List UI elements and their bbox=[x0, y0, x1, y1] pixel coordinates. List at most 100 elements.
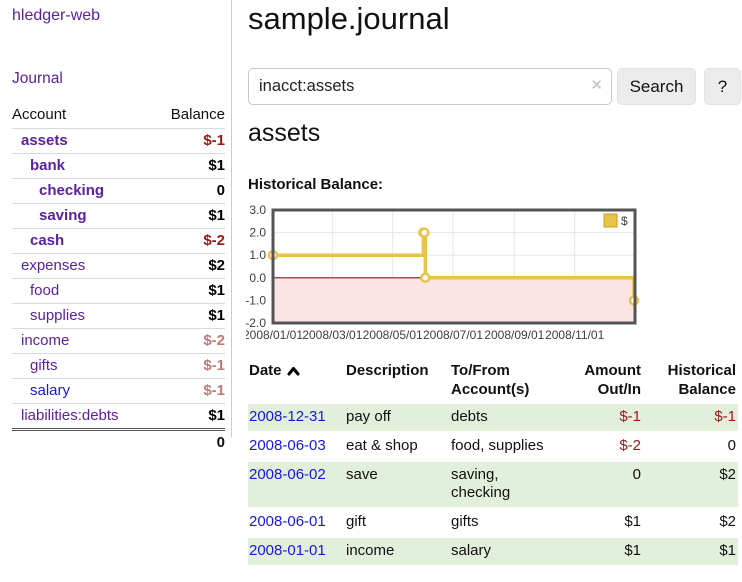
register-header-date[interactable]: Date bbox=[248, 361, 345, 404]
svg-text:2008/09/01: 2008/09/01 bbox=[484, 328, 544, 342]
svg-text:0.0: 0.0 bbox=[249, 271, 266, 285]
transaction-date-link[interactable]: 2008-06-03 bbox=[249, 437, 326, 454]
register-header-row: Date Description To/From Account(s) Amou… bbox=[248, 361, 738, 404]
chart-title: Historical Balance: bbox=[248, 176, 384, 193]
transaction-accounts: saving, checking bbox=[451, 466, 511, 501]
svg-text:2008/07/01: 2008/07/01 bbox=[423, 328, 483, 342]
account-balance: $1 bbox=[208, 282, 225, 299]
transaction-description: gift bbox=[346, 513, 367, 530]
svg-text:-1.0: -1.0 bbox=[246, 293, 266, 307]
account-link[interactable]: saving bbox=[39, 207, 87, 224]
account-balance: $2 bbox=[208, 257, 225, 274]
sort-ascending-icon bbox=[287, 367, 300, 376]
transaction-amount: $1 bbox=[624, 542, 641, 559]
account-balance: $-2 bbox=[203, 232, 225, 249]
account-row: saving $1 bbox=[12, 203, 225, 229]
register-table: Date Description To/From Account(s) Amou… bbox=[248, 361, 738, 567]
transaction-accounts: debts bbox=[451, 408, 488, 425]
accounts-total-balance: 0 bbox=[153, 428, 225, 455]
account-balance: $1 bbox=[208, 157, 225, 174]
sidebar-divider bbox=[231, 0, 232, 437]
account-row: liabilities:debts $1 bbox=[12, 403, 225, 430]
transaction-balance: 0 bbox=[727, 437, 736, 454]
legend-label: $ bbox=[621, 214, 628, 228]
account-link[interactable]: gifts bbox=[30, 357, 58, 374]
accounts-table: Account Balance assets $-1 bank $1 checking 0… bbox=[12, 103, 225, 455]
transaction-amount: $-2 bbox=[619, 437, 641, 454]
svg-text:2008/01/01: 2008/01/01 bbox=[246, 328, 303, 342]
account-row: gifts $-1 bbox=[12, 353, 225, 379]
svg-text:2.0: 2.0 bbox=[249, 226, 266, 240]
account-row: supplies $1 bbox=[12, 303, 225, 329]
transaction-date-link[interactable]: 2008-12-31 bbox=[249, 408, 326, 425]
account-row: food $1 bbox=[12, 278, 225, 304]
register-header-description: Description bbox=[346, 362, 429, 379]
account-link[interactable]: bank bbox=[30, 157, 66, 174]
account-row: assets $-1 bbox=[12, 128, 225, 154]
transaction-accounts: salary bbox=[451, 542, 492, 559]
accounts-header-account: Account bbox=[12, 106, 67, 123]
transaction-date-link[interactable]: 2008-01-01 bbox=[249, 542, 326, 559]
sidebar-item-journal[interactable]: Journal bbox=[12, 70, 63, 87]
transaction-balance: $2 bbox=[719, 466, 736, 483]
account-row: checking 0 bbox=[12, 178, 225, 204]
svg-text:-2.0: -2.0 bbox=[246, 316, 266, 330]
search-button[interactable]: Search bbox=[617, 68, 696, 105]
transaction-description: pay off bbox=[346, 408, 391, 425]
account-row: cash $-2 bbox=[12, 228, 225, 254]
svg-text:2008/03/01: 2008/03/01 bbox=[302, 328, 362, 342]
help-button[interactable]: ? bbox=[704, 68, 741, 105]
account-row: salary $-1 bbox=[12, 378, 225, 404]
brand-link[interactable]: hledger-web bbox=[12, 7, 101, 24]
register-header-accounts: To/From Account(s) bbox=[451, 362, 530, 398]
account-link[interactable]: liabilities:debts bbox=[21, 407, 119, 424]
account-balance: $-1 bbox=[203, 132, 225, 149]
register-row: 2008-01-01 income salary $1 $1 bbox=[248, 537, 738, 566]
svg-text:2008/05/01: 2008/05/01 bbox=[363, 328, 423, 342]
search-input[interactable] bbox=[248, 68, 612, 105]
account-link[interactable]: income bbox=[21, 332, 70, 349]
account-link[interactable]: checking bbox=[39, 182, 105, 199]
register-header-balance: Historical Balance bbox=[667, 362, 736, 398]
transaction-date-link[interactable]: 2008-06-02 bbox=[249, 466, 326, 483]
transaction-accounts: food, supplies bbox=[451, 437, 544, 454]
register-row: 2008-06-01 gift gifts $1 $2 bbox=[248, 508, 738, 537]
account-link[interactable]: cash bbox=[30, 232, 65, 249]
account-row: income $-2 bbox=[12, 328, 225, 354]
date-header-label: Date bbox=[249, 362, 282, 379]
transaction-description: eat & shop bbox=[346, 437, 418, 454]
transaction-amount: $-1 bbox=[619, 408, 641, 425]
transaction-amount: 0 bbox=[632, 466, 641, 483]
account-balance: $-1 bbox=[203, 382, 225, 399]
account-link[interactable]: assets bbox=[21, 132, 68, 149]
transaction-balance: $2 bbox=[719, 513, 736, 530]
transaction-balance: $-1 bbox=[714, 408, 736, 425]
legend-swatch bbox=[603, 213, 618, 228]
transaction-balance: $1 bbox=[719, 542, 736, 559]
account-title: assets bbox=[248, 119, 321, 147]
register-row: 2008-12-31 pay off debts $-1 $-1 bbox=[248, 404, 738, 432]
transaction-accounts: gifts bbox=[451, 513, 479, 530]
account-balance: $-2 bbox=[203, 332, 225, 349]
search-input-wrap: ✕ bbox=[248, 68, 612, 105]
account-link[interactable]: food bbox=[30, 282, 60, 299]
account-balance: 0 bbox=[216, 182, 225, 199]
accounts-header-row: Account Balance bbox=[12, 103, 225, 129]
svg-text:1.0: 1.0 bbox=[249, 248, 266, 262]
account-link[interactable]: supplies bbox=[30, 307, 86, 324]
transaction-date-link[interactable]: 2008-06-01 bbox=[249, 513, 326, 530]
sidebar: hledger-web Journal Account Balance asse… bbox=[0, 0, 232, 582]
svg-text:2008/11/01: 2008/11/01 bbox=[545, 328, 604, 342]
accounts-header-balance: Balance bbox=[170, 106, 225, 123]
accounts-total-row: 0 bbox=[12, 428, 225, 455]
account-balance: $1 bbox=[208, 207, 225, 224]
account-link[interactable]: salary bbox=[30, 382, 71, 399]
svg-text:3.0: 3.0 bbox=[249, 203, 266, 217]
register-header-amount: Amount Out/In bbox=[584, 362, 641, 398]
search-form: ✕ Search ? bbox=[248, 68, 742, 105]
main-content: sample.journal ✕ Search ? assets Histori… bbox=[246, 0, 742, 582]
clear-search-icon[interactable]: ✕ bbox=[590, 77, 603, 94]
account-balance: $1 bbox=[208, 307, 225, 324]
account-link[interactable]: expenses bbox=[21, 257, 86, 274]
